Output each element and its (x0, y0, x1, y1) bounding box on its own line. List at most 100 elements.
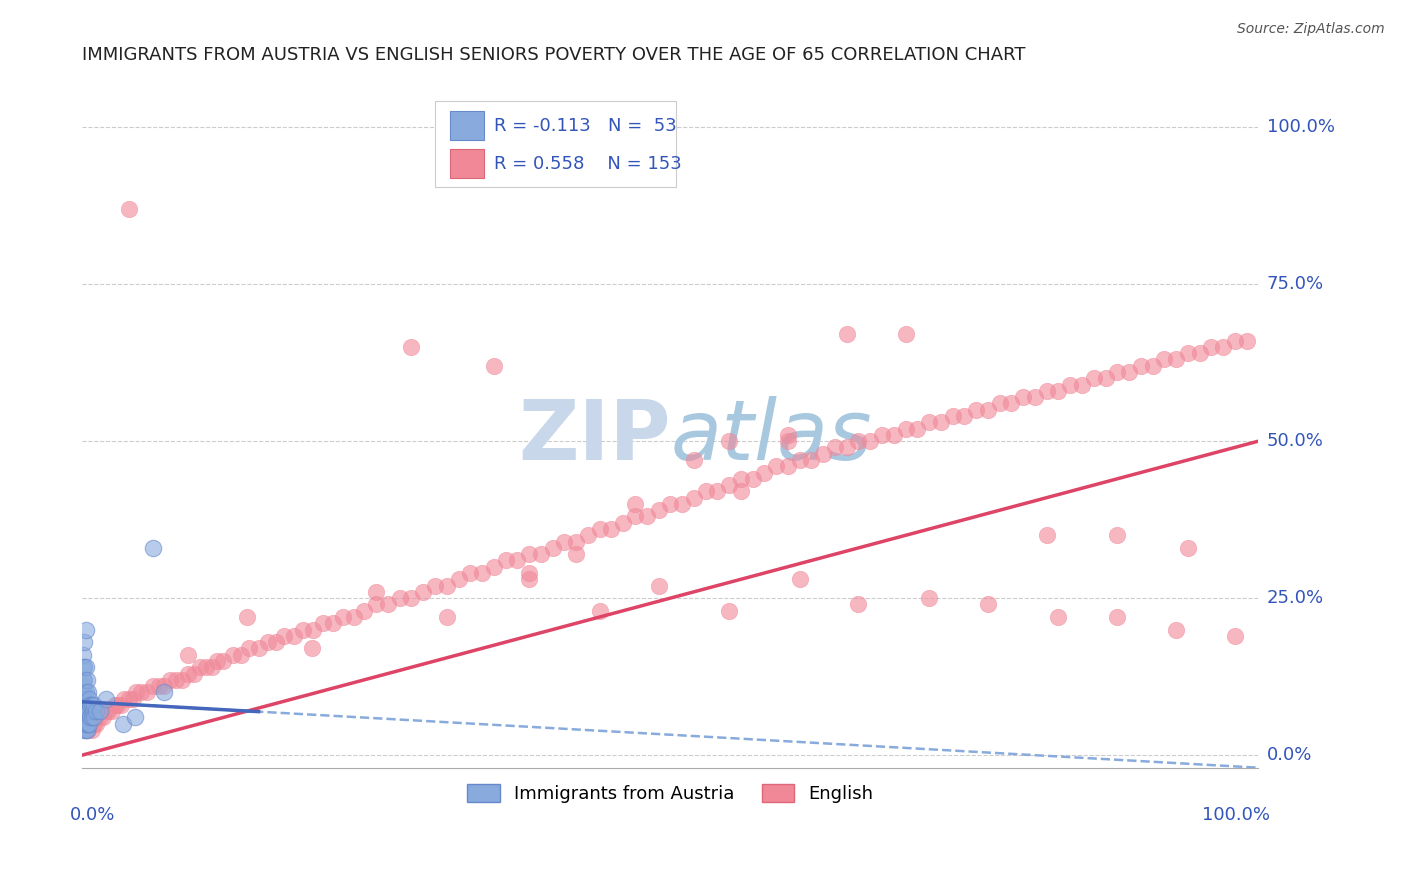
Point (1201, 340, 1223, 354)
Point (165, 673, 187, 687)
Point (73, 635, 96, 649)
Point (73, 698, 96, 712)
Point (706, 484, 728, 499)
Point (848, 598, 870, 612)
Point (624, 509, 647, 524)
Point (135, 685, 157, 699)
Point (125, 685, 148, 699)
Point (73, 716, 96, 731)
Point (388, 591, 411, 606)
Point (343, 610, 366, 624)
Point (682, 453, 704, 467)
Point (718, 434, 741, 449)
Point (553, 534, 575, 549)
Point (436, 578, 458, 592)
Point (80, 710, 103, 724)
Point (75, 723, 97, 737)
Point (1107, 365, 1129, 379)
Point (1059, 377, 1081, 392)
Point (79, 710, 101, 724)
Point (1236, 334, 1258, 348)
Point (73, 710, 96, 724)
Point (988, 396, 1011, 410)
Point (918, 591, 941, 606)
Point (482, 559, 505, 574)
Point (75, 623, 97, 637)
Point (1153, 352, 1175, 367)
Point (965, 402, 987, 417)
Point (77, 691, 100, 706)
Point (73, 704, 96, 718)
Point (530, 547, 553, 561)
Point (301, 623, 323, 637)
Point (824, 441, 846, 455)
Point (76, 716, 98, 731)
Point (905, 421, 928, 435)
Point (1164, 623, 1187, 637)
Point (75, 685, 97, 699)
Point (83, 716, 105, 731)
Text: R = 0.558    N = 153: R = 0.558 N = 153 (494, 155, 682, 173)
Point (100, 704, 122, 718)
Point (124, 710, 146, 724)
Point (1223, 629, 1246, 643)
Point (75, 710, 97, 724)
Point (718, 604, 741, 618)
Point (517, 572, 540, 586)
Point (153, 685, 176, 699)
Point (183, 666, 205, 681)
Point (565, 534, 588, 549)
FancyBboxPatch shape (450, 112, 485, 140)
FancyBboxPatch shape (450, 150, 485, 178)
Point (159, 673, 181, 687)
Point (322, 616, 344, 631)
Point (72, 648, 94, 662)
Point (301, 641, 323, 656)
Point (1035, 528, 1057, 542)
Point (1223, 334, 1246, 348)
Text: 50.0%: 50.0% (1267, 432, 1323, 450)
Point (72, 685, 94, 699)
Point (77, 704, 100, 718)
Point (72, 710, 94, 724)
Point (671, 497, 693, 511)
Point (765, 459, 787, 474)
Text: atlas: atlas (671, 396, 872, 476)
Legend: Immigrants from Austria, English: Immigrants from Austria, English (460, 777, 880, 811)
Point (229, 648, 252, 662)
Point (72, 673, 94, 687)
Point (636, 509, 658, 524)
Point (1107, 528, 1129, 542)
Point (84, 704, 107, 718)
Point (73, 691, 96, 706)
FancyBboxPatch shape (434, 101, 676, 187)
Point (647, 503, 669, 517)
Point (460, 566, 482, 580)
Point (517, 566, 540, 580)
Point (72, 691, 94, 706)
Point (332, 610, 354, 624)
Point (1164, 352, 1187, 367)
Point (153, 679, 176, 693)
Point (142, 679, 165, 693)
Point (177, 666, 200, 681)
Point (257, 635, 280, 649)
Point (77, 704, 100, 718)
Point (1083, 371, 1105, 385)
Point (75, 660, 97, 674)
Point (76, 723, 98, 737)
Point (1177, 346, 1199, 360)
Point (75, 716, 97, 731)
Point (97, 704, 120, 718)
Text: 25.0%: 25.0% (1267, 589, 1324, 607)
Point (436, 610, 458, 624)
Point (353, 604, 375, 618)
Text: 75.0%: 75.0% (1267, 275, 1324, 293)
Point (730, 484, 752, 499)
Point (1188, 346, 1211, 360)
Point (1047, 384, 1070, 398)
Point (377, 598, 399, 612)
Point (73, 685, 96, 699)
Point (412, 585, 434, 599)
Point (1035, 384, 1057, 398)
